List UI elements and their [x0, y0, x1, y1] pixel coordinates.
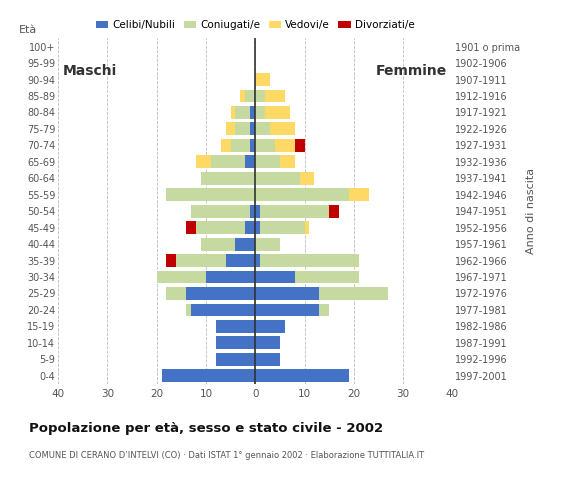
Bar	[196, 221, 245, 234]
Text: Femmine: Femmine	[376, 64, 448, 78]
Bar	[255, 139, 275, 152]
Bar	[255, 287, 319, 300]
Bar	[260, 205, 329, 217]
Text: Popolazione per età, sesso e stato civile - 2002: Popolazione per età, sesso e stato civil…	[29, 422, 383, 435]
Bar	[231, 139, 251, 152]
Bar	[166, 188, 255, 201]
Legend: Celibi/Nubili, Coniugati/e, Vedovi/e, Divorziati/e: Celibi/Nubili, Coniugati/e, Vedovi/e, Di…	[92, 16, 419, 34]
Bar	[235, 106, 251, 119]
Bar	[201, 238, 235, 251]
Text: COMUNE DI CERANO D’INTELVI (CO) · Dati ISTAT 1° gennaio 2002 · Elaborazione TUTT: COMUNE DI CERANO D’INTELVI (CO) · Dati I…	[29, 451, 424, 460]
Bar	[226, 254, 255, 267]
Bar	[255, 90, 265, 102]
Bar	[220, 139, 231, 152]
Bar	[166, 254, 176, 267]
Bar	[245, 90, 255, 102]
Bar	[216, 336, 255, 349]
Bar	[255, 106, 265, 119]
Bar	[245, 221, 255, 234]
Bar	[270, 122, 295, 135]
Text: Età: Età	[19, 25, 37, 35]
Bar	[260, 221, 305, 234]
Bar	[251, 122, 255, 135]
Bar	[275, 139, 295, 152]
Bar	[255, 122, 270, 135]
Bar	[255, 369, 349, 382]
Bar	[235, 122, 251, 135]
Bar	[255, 156, 280, 168]
Bar	[186, 287, 255, 300]
Bar	[329, 205, 339, 217]
Bar	[206, 271, 255, 284]
Bar	[216, 320, 255, 333]
Bar	[255, 320, 285, 333]
Bar	[251, 205, 255, 217]
Bar	[255, 271, 295, 284]
Bar	[255, 172, 300, 185]
Bar	[231, 106, 235, 119]
Bar	[255, 221, 260, 234]
Bar	[161, 369, 255, 382]
Bar	[319, 287, 389, 300]
Bar	[300, 172, 314, 185]
Bar	[319, 303, 329, 316]
Bar	[349, 188, 369, 201]
Y-axis label: Anno di nascita: Anno di nascita	[526, 168, 536, 254]
Bar	[255, 254, 260, 267]
Bar	[176, 254, 226, 267]
Bar	[226, 122, 235, 135]
Bar	[211, 156, 245, 168]
Bar	[295, 139, 304, 152]
Bar	[201, 172, 255, 185]
Bar	[255, 188, 349, 201]
Bar	[166, 287, 186, 300]
Bar	[186, 303, 191, 316]
Bar	[255, 238, 280, 251]
Bar	[216, 353, 255, 366]
Bar	[240, 90, 245, 102]
Bar	[265, 106, 289, 119]
Bar	[255, 303, 319, 316]
Bar	[255, 205, 260, 217]
Bar	[251, 139, 255, 152]
Bar	[191, 205, 251, 217]
Bar	[260, 254, 358, 267]
Bar	[235, 238, 255, 251]
Bar	[191, 303, 255, 316]
Bar	[251, 106, 255, 119]
Bar	[280, 156, 295, 168]
Bar	[304, 221, 310, 234]
Bar	[255, 73, 270, 86]
Bar	[245, 156, 255, 168]
Bar	[157, 271, 206, 284]
Text: Maschi: Maschi	[63, 64, 117, 78]
Bar	[255, 353, 280, 366]
Bar	[196, 156, 211, 168]
Bar	[265, 90, 285, 102]
Bar	[186, 221, 196, 234]
Bar	[255, 336, 280, 349]
Bar	[295, 271, 358, 284]
